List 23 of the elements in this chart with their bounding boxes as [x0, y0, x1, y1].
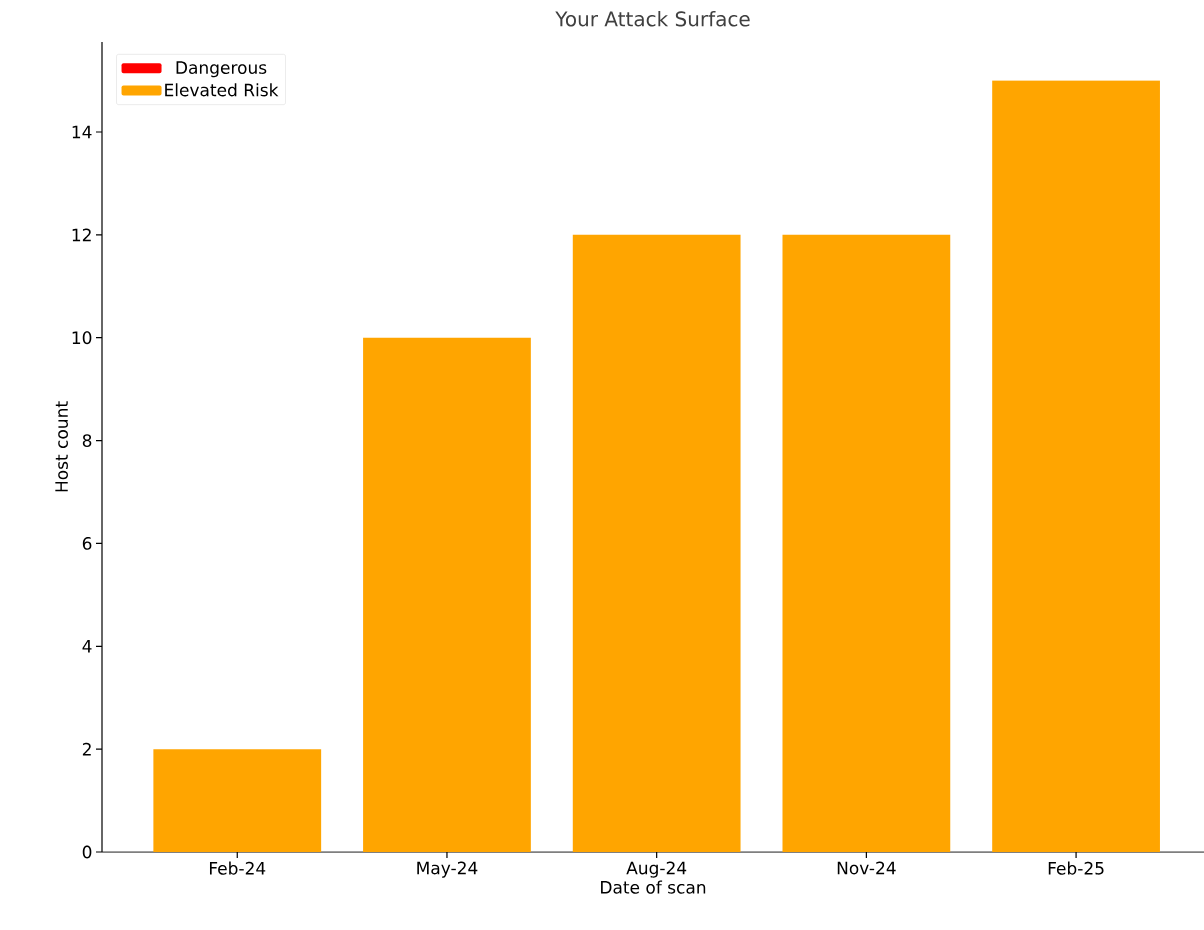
x-tick-label: Feb-24	[209, 861, 266, 875]
y-tick-label: 8	[82, 434, 92, 447]
x-tick-label: Feb-25	[1048, 861, 1104, 875]
x-axis-title: Date of scan	[601, 880, 706, 894]
bar	[782, 234, 951, 852]
bar	[363, 337, 531, 852]
bar	[992, 80, 1160, 852]
y-tick-label: 10	[72, 331, 92, 345]
legend-label: Elevated Risk	[165, 83, 279, 97]
x-tick-label: Nov-24	[837, 861, 896, 875]
y-tick-label: 4	[82, 640, 92, 653]
x-tick-label: Aug-24	[626, 861, 687, 878]
y-axis-title: Host count	[55, 401, 68, 492]
x-tick-label: May-24	[417, 861, 478, 878]
bar	[572, 234, 741, 852]
y-tick-label: 14	[72, 125, 92, 139]
y-tick-label: 6	[82, 536, 92, 550]
y-tick-label: 2	[82, 742, 91, 756]
y-tick-label: 12	[72, 228, 91, 242]
chart-title: Your Attack Surface	[555, 10, 750, 27]
bar	[153, 749, 322, 852]
y-tick-label: 0	[82, 845, 92, 859]
legend-label: Dangerous	[176, 61, 267, 78]
